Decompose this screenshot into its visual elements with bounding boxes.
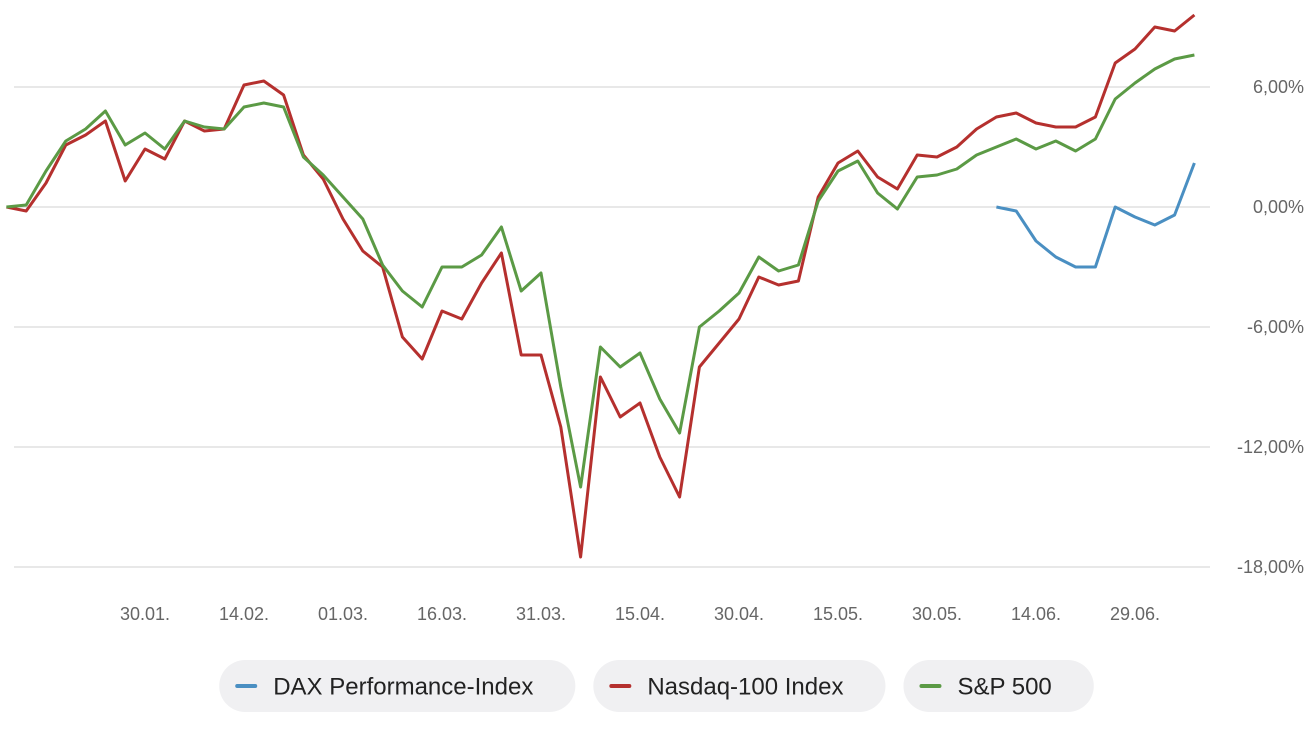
legend-label: DAX Performance-Index	[273, 673, 533, 700]
legend-pill	[593, 660, 886, 712]
y-tick-label: 0,00%	[1253, 197, 1304, 217]
x-tick-label: 15.05.	[813, 604, 863, 624]
series-line	[6, 53, 1195, 489]
x-tick-label: 30.05.	[912, 604, 962, 624]
y-tick-label: -12,00%	[1237, 437, 1304, 457]
legend-label: Nasdaq-100 Index	[647, 673, 843, 700]
x-tick-label: 16.03.	[417, 604, 467, 624]
series-line	[6, 13, 1196, 559]
series-line	[996, 162, 1196, 269]
legend-item[interactable]: Nasdaq-100 Index	[593, 660, 886, 712]
y-tick-label: 6,00%	[1253, 77, 1304, 97]
legend-pill	[219, 660, 576, 712]
x-tick-label: 31.03.	[516, 604, 566, 624]
legend-item[interactable]: DAX Performance-Index	[219, 660, 576, 712]
legend-item[interactable]: S&P 500	[903, 660, 1094, 712]
x-tick-label: 14.06.	[1011, 604, 1061, 624]
y-tick-label: -6,00%	[1247, 317, 1304, 337]
legend-pill	[903, 660, 1094, 712]
x-tick-label: 29.06.	[1110, 604, 1160, 624]
x-tick-label: 30.04.	[714, 604, 764, 624]
x-tick-label: 01.03.	[318, 604, 368, 624]
x-tick-label: 30.01.	[120, 604, 170, 624]
x-tick-label: 14.02.	[219, 604, 269, 624]
y-tick-label: -18,00%	[1237, 557, 1304, 577]
x-tick-label: 15.04.	[615, 604, 665, 624]
legend-label: S&P 500	[957, 673, 1051, 700]
